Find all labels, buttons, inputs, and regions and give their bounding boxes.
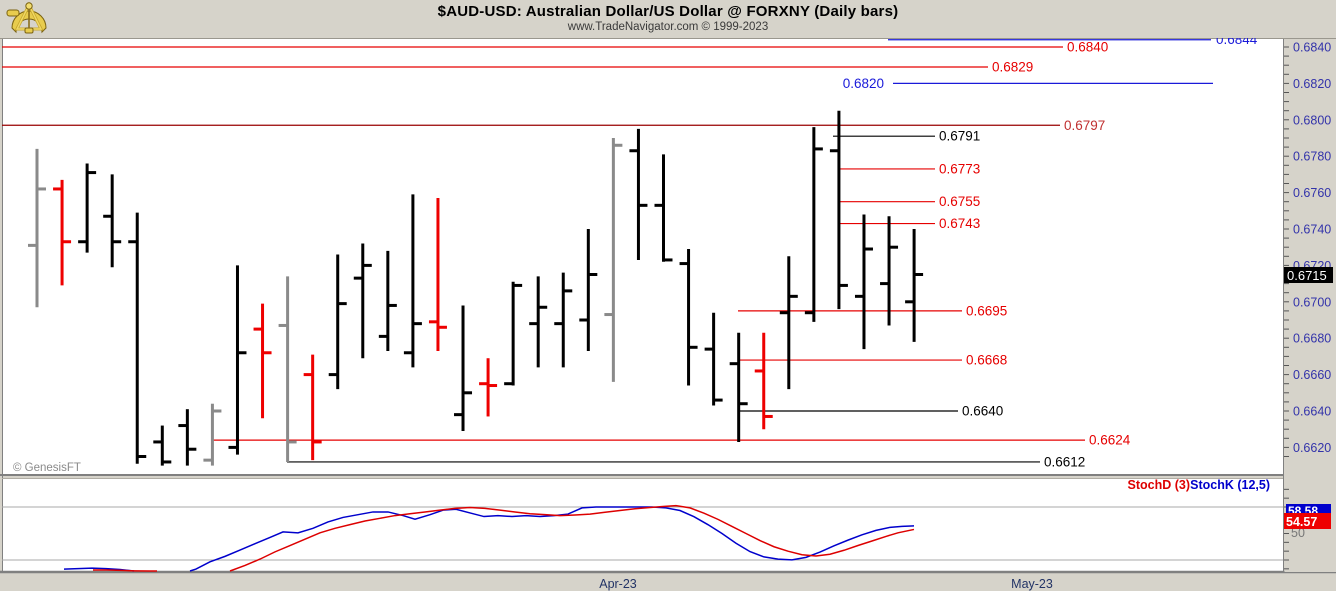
price-bar[interactable] [153,425,172,466]
price-axis-label: 0.6740 [1293,223,1331,237]
last-price-value: 0.6715 [1287,268,1327,283]
price-bar[interactable] [779,256,798,390]
price-bar[interactable] [529,276,548,368]
price-level-label-0.6695[interactable]: 0.6695 [966,303,1007,318]
price-axis-label: 0.6680 [1293,332,1331,346]
price-bar[interactable] [428,198,447,351]
price-bar[interactable] [203,403,222,466]
price-bar[interactable] [78,163,97,253]
price-level-label-0.6743[interactable]: 0.6743 [939,216,980,231]
price-bar[interactable] [754,332,773,430]
price-bar[interactable] [53,179,72,286]
price-level-label-0.6791[interactable]: 0.6791 [939,129,980,144]
price-bar[interactable] [303,354,322,461]
price-axis-label: 0.6840 [1293,41,1331,55]
price-bar[interactable] [128,212,147,464]
price-axis-label: 0.6800 [1293,113,1331,127]
chart-subtitle: www.TradeNavigator.com © 1999-2023 [567,21,769,33]
price-bar[interactable] [554,272,573,368]
price-bar[interactable] [253,303,272,419]
price-bar[interactable] [178,409,197,466]
price-bar[interactable] [228,265,247,455]
stochd-legend-label[interactable]: StochD (3) [1128,478,1191,492]
price-level-label-0.6755[interactable]: 0.6755 [939,194,980,209]
price-axis-label: 0.6620 [1293,441,1331,455]
price-bar[interactable] [804,127,823,322]
price-bar[interactable] [328,254,347,390]
price-level-label-0.6797[interactable]: 0.6797 [1064,118,1105,133]
chart-title: $AUD-USD: Australian Dollar/US Dollar @ … [437,3,899,20]
stochd-line[interactable] [93,569,157,572]
price-level-label-0.6612[interactable]: 0.6612 [1044,454,1085,469]
price-axis-label: 0.6780 [1293,150,1331,164]
price-bar[interactable] [880,216,899,326]
price-bar[interactable] [479,358,498,417]
price-bar[interactable] [654,154,673,262]
stochd-value: 54.57 [1286,515,1317,529]
price-level-label-0.6668[interactable]: 0.6668 [966,353,1007,368]
date-axis-label-May-23: May-23 [1011,577,1053,591]
price-level-label-0.6820[interactable]: 0.6820 [843,76,884,91]
price-bar[interactable] [403,194,422,368]
price-axis-label: 0.6660 [1293,368,1331,382]
stochk-legend-label[interactable]: StochK (12,5) [1190,478,1270,492]
price-bar[interactable] [704,312,723,406]
price-bar[interactable] [103,174,122,268]
price-bar[interactable] [278,276,297,462]
price-level-label-0.6624[interactable]: 0.6624 [1089,433,1131,448]
price-axis-label: 0.6700 [1293,295,1331,309]
price-axis-label: 0.6640 [1293,405,1331,419]
price-axis-label: 0.6820 [1293,77,1331,91]
price-axis-strip[interactable] [1284,39,1336,572]
price-bar[interactable] [604,138,623,382]
price-bar[interactable] [504,281,523,386]
date-axis-label-Apr-23: Apr-23 [599,577,637,591]
price-bar[interactable] [579,229,598,351]
price-level-label-0.6640[interactable]: 0.6640 [962,404,1003,419]
price-bar[interactable] [378,250,397,351]
price-bar[interactable] [454,305,473,432]
price-bar[interactable] [679,249,698,386]
last-price-badge [1284,267,1333,283]
price-bar[interactable] [829,110,848,310]
stochd-line[interactable] [229,504,915,572]
price-bar[interactable] [729,332,748,442]
stochd-value-badge [1284,513,1331,529]
price-bar[interactable] [854,214,873,350]
price-bar[interactable] [28,148,46,308]
price-bar[interactable] [353,243,372,359]
main-price-panel[interactable] [2,39,1283,474]
price-bar[interactable] [905,229,924,342]
stochastic-panel[interactable] [2,478,1283,572]
price-level-label-0.6773[interactable]: 0.6773 [939,161,980,176]
price-bar[interactable] [629,128,648,260]
genesisft-watermark: © GenesisFT [13,462,81,474]
price-level-label-0.6840[interactable]: 0.6840 [1067,40,1108,55]
price-axis-label: 0.6760 [1293,186,1331,200]
price-level-label-0.6829[interactable]: 0.6829 [992,60,1033,75]
stoch-axis-label: 50 [1291,526,1305,540]
title-bar: $AUD-USD: Australian Dollar/US Dollar @ … [0,0,1336,38]
genesisft-sextant-icon [6,1,47,34]
